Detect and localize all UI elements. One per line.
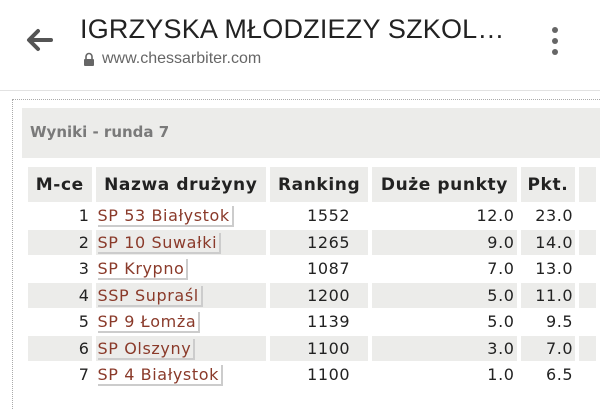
table-row: 2 SP 10 Suwałki 1265 9.0 14.0 <box>28 229 596 255</box>
big-points-cell: 3.0 <box>372 335 517 361</box>
ranking-cell: 1087 <box>307 259 351 279</box>
place-cell: 1 <box>78 206 90 226</box>
team-cell: SP 9 Łomża <box>96 309 266 335</box>
table-row: 6 SP Olszyny 1100 3.0 7.0 <box>28 335 596 361</box>
table-row: 7 SP 4 Białystok 1100 1.0 6.5 <box>28 362 596 388</box>
big-points-cell: 7.0 <box>487 259 515 279</box>
column-header-place: M-ce <box>28 167 92 202</box>
team-link[interactable]: SP 10 Suwałki <box>97 232 222 254</box>
more-cell <box>579 256 596 282</box>
more-options-icon[interactable] <box>548 26 562 56</box>
content-frame <box>12 99 600 409</box>
ranking-cell: 1139 <box>307 312 351 332</box>
place-cell: 7 <box>78 365 90 385</box>
big-points-cell: 5.0 <box>487 312 515 332</box>
place-cell: 4 <box>28 282 92 308</box>
table-row: 3 SP Krypno 1087 7.0 13.0 <box>28 256 596 282</box>
column-header-more <box>579 167 596 202</box>
team-cell: SP Krypno <box>96 256 266 282</box>
browser-toolbar: IGRZYSKA MŁODZIEZY SZKOL… www.chessarbit… <box>0 0 600 91</box>
table-row: 1 SP 53 Białystok 1552 12.0 23.0 <box>28 203 596 229</box>
big-points-cell: 1.0 <box>487 365 515 385</box>
ranking-cell: 1100 <box>307 365 351 385</box>
column-header-ranking: Ranking <box>269 167 369 202</box>
team-link[interactable]: SP Olszyny <box>97 338 196 360</box>
team-link[interactable]: SSP Supraśl <box>97 285 203 307</box>
more-cell <box>579 282 596 308</box>
team-link[interactable]: SP Krypno <box>97 259 189 281</box>
panel-title: Wyniki - runda 7 <box>22 108 600 158</box>
team-link[interactable]: SP 53 Białystok <box>97 206 234 228</box>
points-cell: 23.0 <box>535 206 574 226</box>
ranking-cell: 1200 <box>269 282 369 308</box>
team-cell: SP 53 Białystok <box>96 203 266 229</box>
place-cell: 6 <box>28 335 92 361</box>
ranking-cell: 1100 <box>269 335 369 361</box>
points-cell: 14.0 <box>520 229 576 255</box>
ranking-cell: 1265 <box>269 229 369 255</box>
place-cell: 5 <box>78 312 90 332</box>
url-text: www.chessarbiter.com <box>102 50 262 67</box>
column-header-points: Pkt. <box>520 167 576 202</box>
big-points-cell: 5.0 <box>372 282 517 308</box>
team-cell: SP 10 Suwałki <box>95 229 266 255</box>
table-row: 5 SP 9 Łomża 1139 5.0 9.5 <box>28 309 596 335</box>
lock-icon <box>84 52 94 66</box>
points-cell: 13.0 <box>535 259 574 279</box>
column-header-big-points: Duże punkty <box>372 167 517 202</box>
points-cell: 9.5 <box>545 312 574 332</box>
more-cell <box>579 309 596 335</box>
big-points-cell: 9.0 <box>372 229 517 255</box>
big-points-cell: 12.0 <box>476 206 515 226</box>
more-cell <box>579 335 596 361</box>
place-cell: 2 <box>28 229 92 255</box>
url-bar[interactable]: www.chessarbiter.com <box>82 50 261 68</box>
team-cell: SP 4 Białystok <box>96 362 266 388</box>
more-cell <box>579 229 596 255</box>
back-arrow-icon[interactable] <box>24 26 54 54</box>
more-cell <box>579 362 596 388</box>
place-cell: 3 <box>78 259 90 279</box>
table-row: 4 SSP Supraśl 1200 5.0 11.0 <box>28 282 596 308</box>
team-cell: SP Olszyny <box>95 335 266 361</box>
ranking-cell: 1552 <box>307 206 351 226</box>
results-table: M-ce Nazwa drużyny Ranking Duże punkty P… <box>24 166 600 389</box>
team-cell: SSP Supraśl <box>95 282 266 308</box>
column-header-team: Nazwa drużyny <box>95 167 266 202</box>
points-cell: 7.0 <box>520 335 576 361</box>
team-link[interactable]: SP 9 Łomża <box>97 312 201 334</box>
more-cell <box>579 203 596 229</box>
points-cell: 11.0 <box>520 282 576 308</box>
team-link[interactable]: SP 4 Białystok <box>97 365 223 387</box>
points-cell: 6.5 <box>545 365 574 385</box>
page-title: IGRZYSKA MŁODZIEZY SZKOL… <box>80 14 505 44</box>
